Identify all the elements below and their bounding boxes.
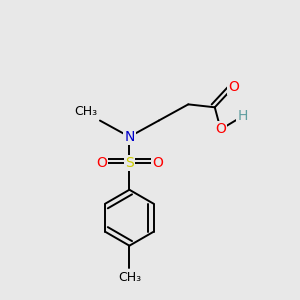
Text: S: S <box>125 156 134 170</box>
Text: O: O <box>229 80 239 94</box>
Text: CH₃: CH₃ <box>74 105 97 118</box>
Text: H: H <box>238 109 248 123</box>
Text: CH₃: CH₃ <box>118 271 141 284</box>
Text: N: N <box>124 130 135 144</box>
Text: O: O <box>152 156 163 170</box>
Text: O: O <box>96 156 107 170</box>
Text: O: O <box>215 122 226 136</box>
